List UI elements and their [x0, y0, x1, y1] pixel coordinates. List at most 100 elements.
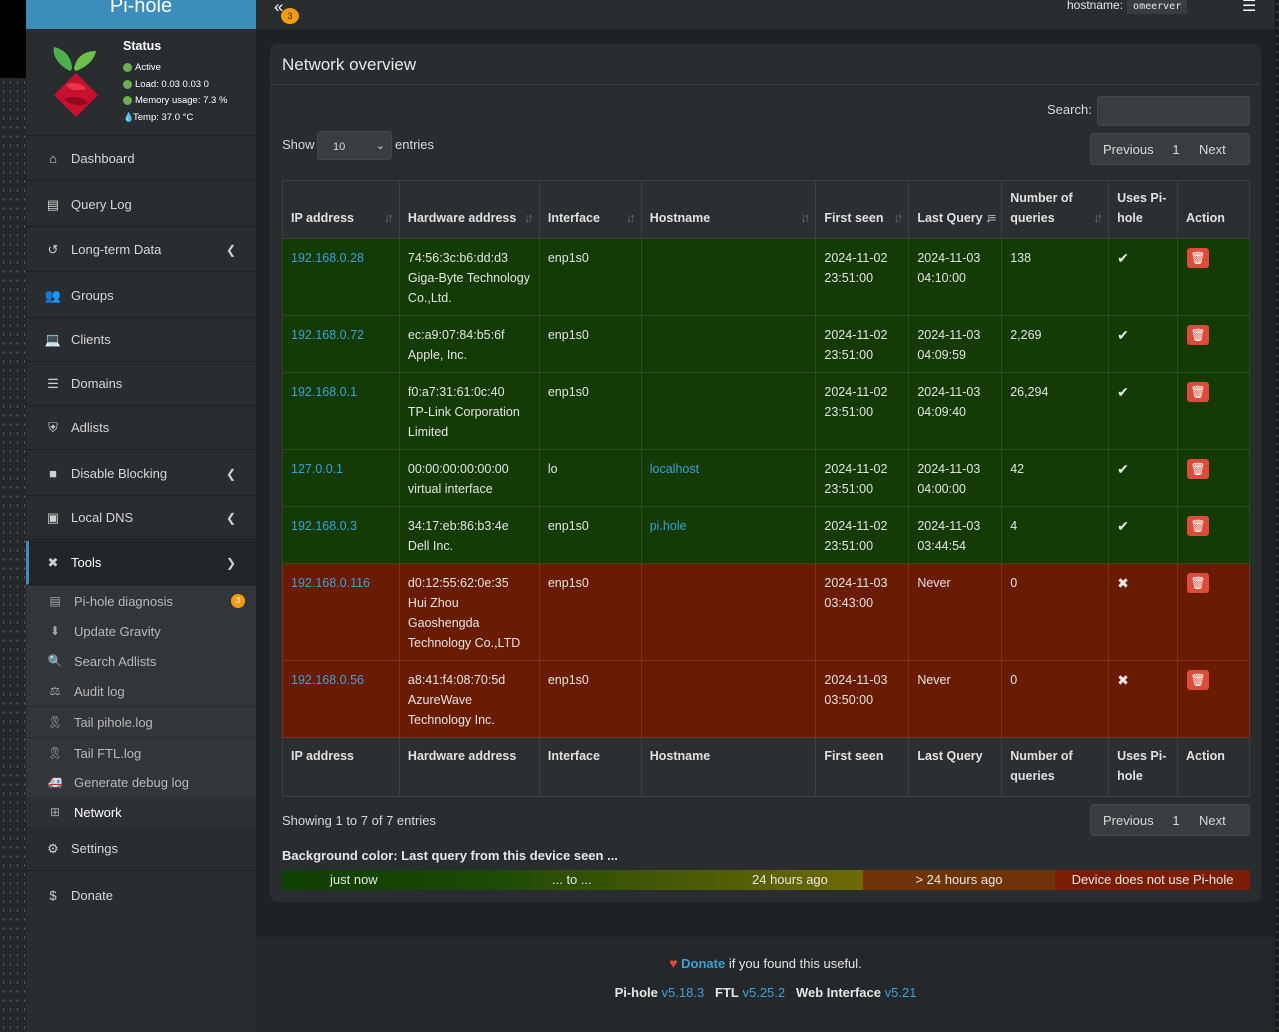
cell-first-seen: 2024-11-03 03:50:00 — [815, 660, 910, 738]
sidebar-item-local-dns[interactable]: ▣ Local DNS ❮ — [26, 496, 256, 540]
cell-interface: enp1s0 — [538, 238, 642, 316]
page-footer: ♥ Donate if you found this useful. Pi-ho… — [256, 937, 1275, 1032]
column-header-hardware-address[interactable]: Hardware address ↓↑ — [398, 180, 540, 239]
column-header-number-of-queries[interactable]: Number of queries ↓↑ — [1001, 180, 1110, 239]
entries-per-page-select[interactable]: 10 ⌄ — [317, 131, 392, 160]
pihole-logo-icon — [53, 47, 98, 117]
donate-line: ♥ Donate if you found this useful. — [256, 955, 1275, 971]
column-header-hostname[interactable]: Hostname ↓↑ — [640, 180, 817, 239]
panel-divider — [270, 84, 1261, 85]
cell-hostname: pi.hole — [640, 506, 817, 564]
cell-last-query: Never — [908, 563, 1003, 661]
notification-badge[interactable]: 3 — [281, 8, 299, 24]
sidebar-item-tools[interactable]: ✖ Tools ❯ — [26, 541, 256, 585]
ftl-version-link[interactable]: v5.25.2 — [742, 985, 786, 1000]
ip-address-link[interactable]: 127.0.0.1 — [291, 462, 344, 476]
trash-icon: 🗑 — [1190, 251, 1206, 265]
column-header-ip-address[interactable]: IP address ↓↑ — [282, 180, 400, 239]
column-header-interface[interactable]: Interface ↓↑ — [538, 180, 642, 239]
cell-uses-pihole: ✔ — [1108, 506, 1178, 564]
hostname-link[interactable]: localhost — [649, 462, 700, 476]
sidebar-subitem-tail-pihole-log[interactable]: 🎗 Tail pihole.log — [26, 707, 256, 737]
cell-number-of-queries: 0 — [1001, 563, 1110, 661]
cell-interface: enp1s0 — [538, 660, 642, 738]
brand-logo-text[interactable]: Pi-hole — [26, 0, 256, 29]
hostname-link[interactable]: pi.hole — [649, 519, 687, 533]
status-memory-text: Memory usage: 7.3 % — [135, 95, 228, 106]
delete-button[interactable]: 🗑 — [1187, 459, 1209, 479]
pihole-version-link[interactable]: v5.18.3 — [661, 985, 705, 1000]
sidebar-subitem-audit-log[interactable]: ⚖ Audit log — [26, 676, 256, 706]
column-header-first-seen[interactable]: First seen ↓↑ — [815, 180, 910, 239]
header-label: Hardware address — [407, 211, 517, 225]
sidebar-subitem-pihole-diagnosis[interactable]: ▤ Pi-hole diagnosis 3 — [26, 586, 256, 616]
table-header-row: IP address ↓↑ Hardware address ↓↑ Interfac… — [282, 180, 1250, 239]
active-dot-icon — [123, 63, 132, 72]
ip-address-link[interactable]: 192.168.0.56 — [291, 673, 364, 687]
cell-action: 🗑 — [1177, 238, 1250, 316]
sort-icon: ↓↑ — [893, 210, 903, 225]
ribbon-icon: 🎗 — [47, 746, 63, 760]
cell-first-seen: 2024-11-02 23:51:00 — [815, 449, 910, 507]
tools-icon: ✖ — [47, 554, 59, 570]
previous-page-button[interactable]: Previous — [1103, 812, 1154, 828]
ip-address-link[interactable]: 192.168.0.72 — [291, 328, 364, 342]
sidebar-item-domains[interactable]: ☰ Domains — [26, 362, 256, 406]
mac-address: 00:00:00:00:00:00 — [407, 462, 509, 476]
delete-button[interactable]: 🗑 — [1187, 670, 1209, 690]
sort-icon: ↓↑ — [523, 210, 534, 225]
cell-hardware-address: 00:00:00:00:00:00 virtual interface — [398, 449, 540, 507]
sidebar-toggle-icon[interactable]: « — [274, 0, 284, 16]
page-1-button[interactable]: 1 — [1172, 141, 1180, 157]
sidebar-subitem-generate-debug-log[interactable]: 🚑 Generate debug log — [26, 767, 256, 797]
search-input[interactable] — [1097, 96, 1250, 126]
sidebar-item-adlists[interactable]: ⛨ Adlists — [26, 406, 256, 450]
entries-label: entries — [395, 137, 435, 152]
donate-link[interactable]: Donate — [681, 956, 726, 971]
ip-address-link[interactable]: 192.168.0.116 — [291, 576, 371, 590]
header-label: Hostname — [649, 211, 711, 225]
sidebar-subitem-update-gravity[interactable]: ⬇ Update Gravity — [26, 616, 256, 646]
page-1-button[interactable]: 1 — [1172, 812, 1180, 828]
status-title: Status — [123, 39, 162, 53]
next-page-button[interactable]: Next — [1199, 812, 1226, 828]
background-strip-right — [1275, 0, 1279, 1032]
delete-button[interactable]: 🗑 — [1187, 573, 1209, 593]
sidebar-item-long-term-data[interactable]: ↺ Long-term Data ❮ — [26, 228, 256, 272]
delete-button[interactable]: 🗑 — [1187, 382, 1209, 402]
sidebar-subitem-search-adlists[interactable]: 🔍 Search Adlists — [26, 646, 256, 676]
pagination-top: Previous 1 Next — [1090, 133, 1250, 165]
load-dot-icon — [123, 80, 132, 89]
delete-button[interactable]: 🗑 — [1187, 325, 1209, 345]
sidebar-item-settings[interactable]: ⚙ Settings — [26, 827, 256, 871]
cell-ip-address: 192.168.0.72 — [282, 315, 400, 373]
check-icon: ✔ — [1117, 384, 1129, 400]
next-page-button[interactable]: Next — [1199, 141, 1226, 157]
sort-desc-icon: ↓≡ — [985, 210, 996, 225]
delete-button[interactable]: 🗑 — [1187, 248, 1209, 268]
sidebar-item-disable-blocking[interactable]: ■ Disable Blocking ❮ — [26, 452, 256, 496]
footer-header-interface: Interface — [538, 737, 642, 797]
ip-address-link[interactable]: 192.168.0.1 — [291, 385, 358, 399]
search-label: Search: — [1047, 102, 1092, 117]
web-interface-version-link[interactable]: v5.21 — [884, 985, 917, 1000]
sidebar-subitem-network[interactable]: ⊞ Network — [26, 797, 256, 827]
ip-address-link[interactable]: 192.168.0.28 — [291, 251, 364, 265]
previous-page-button[interactable]: Previous — [1103, 141, 1154, 157]
vendor-name: Hui Zhou Gaoshengda Technology Co.,LTD — [407, 596, 521, 650]
sidebar-item-dashboard[interactable]: ⌂ Dashboard — [26, 137, 256, 181]
cell-action: 🗑 — [1177, 372, 1250, 450]
sidebar-item-clients[interactable]: 💻 Clients — [26, 318, 256, 362]
chevron-left-icon: ❮ — [225, 466, 236, 481]
sidebar-item-groups[interactable]: 👥 Groups — [26, 274, 256, 318]
sidebar-item-query-log[interactable]: ▤ Query Log — [26, 183, 256, 227]
delete-button[interactable]: 🗑 — [1187, 516, 1209, 536]
sidebar-subitem-tail-ftl-log[interactable]: 🎗 Tail FTL.log — [26, 738, 256, 768]
cell-hardware-address: 74:56:3c:b6:dd:d3 Giga-Byte Technology Co… — [398, 238, 540, 316]
menu-icon[interactable]: ☰ — [1242, 0, 1257, 15]
trash-icon: 🗑 — [1190, 462, 1206, 476]
sidebar-item-label: Local DNS — [71, 510, 134, 525]
column-header-last-query[interactable]: Last Query ↓≡ — [908, 180, 1003, 239]
ip-address-link[interactable]: 192.168.0.3 — [291, 519, 358, 533]
sidebar-item-donate[interactable]: $ Donate — [26, 873, 256, 917]
